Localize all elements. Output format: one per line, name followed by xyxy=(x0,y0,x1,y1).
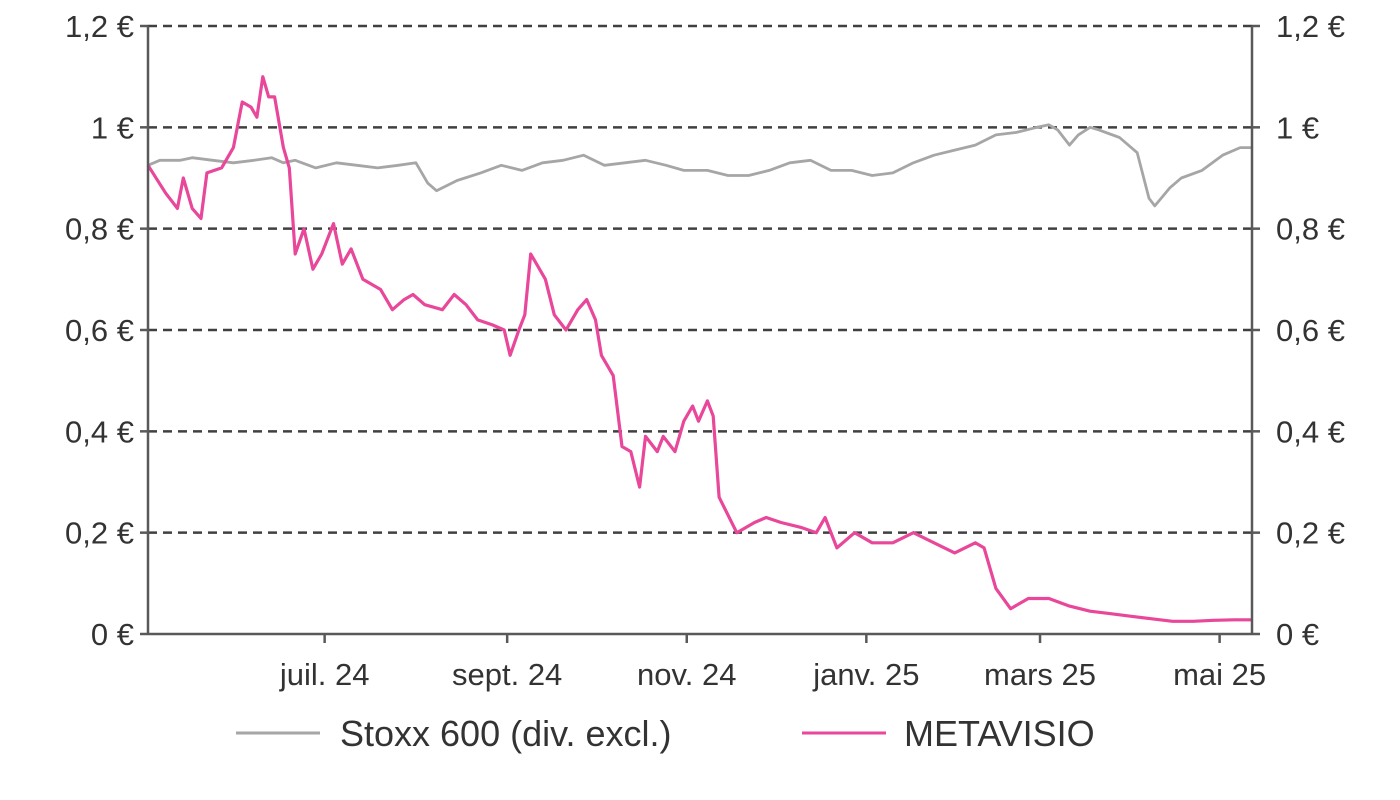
y-tick-label: 1,2 € xyxy=(1276,9,1345,44)
x-tick-label: nov. 24 xyxy=(637,657,736,692)
x-tick-labels: juil. 24 sept. 24 nov. 24 janv. 25 mars 25 ma… xyxy=(279,657,1266,692)
series-line-metavisio xyxy=(146,75,1252,623)
y-tick-label: 1 € xyxy=(91,110,134,145)
y-tick-label: 0,8 € xyxy=(1276,212,1345,247)
series-line-stoxx-600-div-excl xyxy=(147,123,1252,208)
x-tick-label: juil. 24 xyxy=(279,657,370,692)
series-lines xyxy=(146,75,1252,623)
legend: Stoxx 600 (div. excl.) METAVISIO xyxy=(236,713,1095,754)
gridlines xyxy=(148,24,1252,534)
y-tick-labels-right: 0 € 0,2 € 0,4 € 0,6 € 0,8 € 1 € 1,2 € xyxy=(1276,9,1345,652)
x-tick-label: sept. 24 xyxy=(452,657,562,692)
x-tick-label: mars 25 xyxy=(984,657,1096,692)
x-tick-label: mai 25 xyxy=(1173,657,1266,692)
legend-label: Stoxx 600 (div. excl.) xyxy=(340,713,671,754)
y-tick-label: 0 € xyxy=(1276,617,1319,652)
tick-marks xyxy=(140,24,1260,643)
y-tick-label: 0,4 € xyxy=(65,414,134,449)
y-tick-label: 0,2 € xyxy=(65,516,134,551)
legend-label: METAVISIO xyxy=(904,713,1095,754)
x-tick-label: janv. 25 xyxy=(812,657,919,692)
y-tick-label: 0,4 € xyxy=(1276,414,1345,449)
y-tick-label: 0 € xyxy=(91,617,134,652)
y-tick-label: 0,6 € xyxy=(1276,313,1345,348)
y-tick-label: 0,8 € xyxy=(65,212,134,247)
y-tick-label: 1,2 € xyxy=(65,9,134,44)
y-tick-labels-left: 0 € 0,2 € 0,4 € 0,6 € 0,8 € 1 € 1,2 € xyxy=(65,9,134,652)
y-tick-label: 1 € xyxy=(1276,110,1319,145)
y-tick-label: 0,2 € xyxy=(1276,516,1345,551)
y-tick-label: 0,6 € xyxy=(65,313,134,348)
